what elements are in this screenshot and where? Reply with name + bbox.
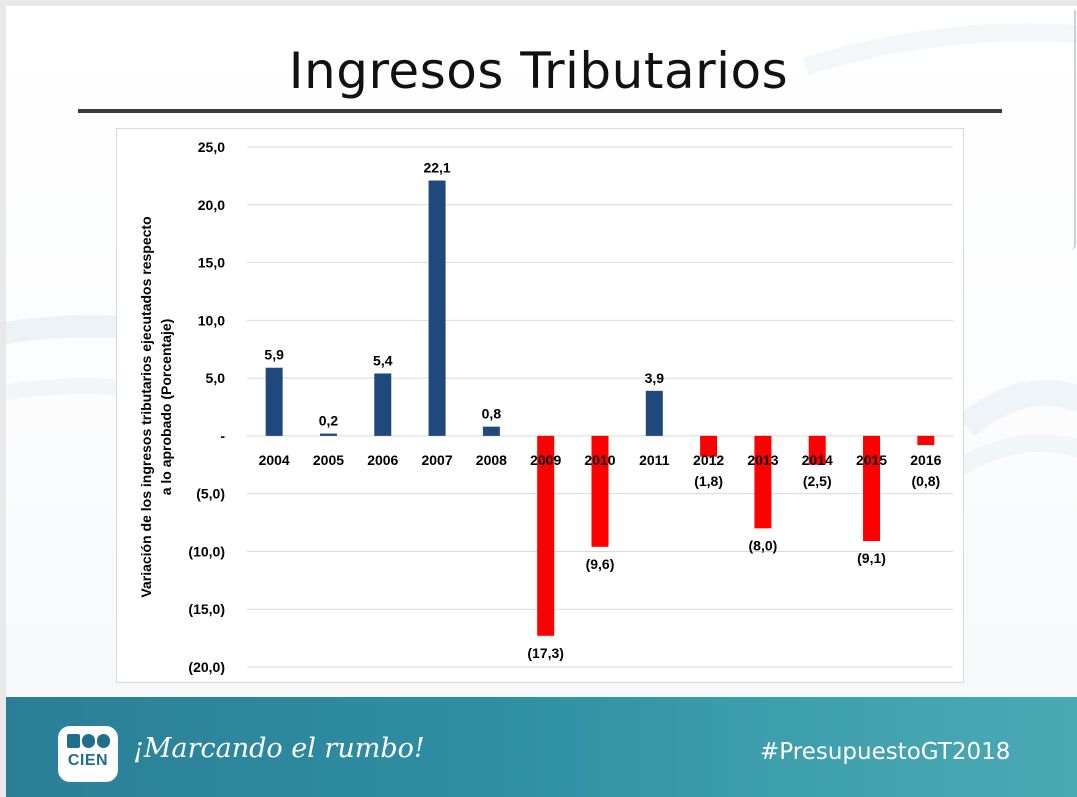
x-category-label: 2005 <box>313 452 344 468</box>
data-label: 5,9 <box>264 347 284 363</box>
x-category-label: 2008 <box>476 452 507 468</box>
y-tick-label: 20,0 <box>198 197 225 213</box>
x-category-label: 2006 <box>367 452 398 468</box>
bar-2009 <box>537 435 555 636</box>
bar-2014 <box>808 435 826 465</box>
footer-banner: CIEN ¡Marcando el rumbo! #PresupuestoGT2… <box>6 697 1077 797</box>
cien-logo: CIEN <box>58 726 118 782</box>
x-category-label: 2014 <box>802 452 833 468</box>
data-label: (9,1) <box>857 550 886 566</box>
data-label: 3,9 <box>645 370 665 386</box>
bar-2008 <box>482 426 500 436</box>
bar-2004 <box>265 367 283 436</box>
y-tick-label: (20,0) <box>188 659 225 675</box>
bar-2012 <box>700 435 718 457</box>
data-label: 22,1 <box>423 160 450 176</box>
title-rule <box>78 109 1002 113</box>
bar-2005 <box>319 433 337 436</box>
data-label: 0,8 <box>482 406 502 422</box>
slogan: ¡Marcando el rumbo! <box>133 733 425 764</box>
data-label: (2,5) <box>803 473 832 489</box>
bar-2010 <box>591 435 609 547</box>
logo-block-3 <box>97 734 110 748</box>
x-category-label: 2015 <box>856 452 887 468</box>
x-category-label: 2016 <box>910 452 941 468</box>
hashtag: #PresupuestoGT2018 <box>760 739 1011 765</box>
data-label: (8,0) <box>749 537 778 553</box>
data-label: (1,8) <box>694 473 723 489</box>
x-category-label: 2007 <box>421 452 452 468</box>
bar-2015 <box>863 435 881 542</box>
y-tick-label: (15,0) <box>188 601 225 617</box>
x-category-label: 2013 <box>747 452 778 468</box>
x-category-label: 2009 <box>530 452 561 468</box>
bar-2007 <box>428 180 446 436</box>
data-label: (9,6) <box>586 556 615 572</box>
x-category-label: 2010 <box>584 452 615 468</box>
bar-chart: 25,0 20,0 15,0 10,0 5,0 - (5,0) (10,0) (15,0) (20… <box>138 139 953 675</box>
bar-2013 <box>754 435 772 529</box>
y-axis-title-line: Variación de los ingresos tributarios ej… <box>138 216 154 597</box>
data-label: 0,2 <box>319 413 339 429</box>
data-label: (17,3) <box>527 645 564 661</box>
data-label: 5,4 <box>373 352 393 368</box>
y-tick-label: (10,0) <box>188 543 225 559</box>
logo-block-1 <box>67 734 80 748</box>
y-tick-label: (5,0) <box>196 486 225 502</box>
page-edge <box>1066 10 1076 250</box>
y-axis-title-line: a lo aprobado (Porcentaje) <box>158 319 174 496</box>
y-tick-label: 25,0 <box>198 139 225 155</box>
y-axis-title: Variación de los ingresos tributarios ej… <box>138 216 174 597</box>
chart-panel: 25,0 20,0 15,0 10,0 5,0 - (5,0) (10,0) (15,0) (20… <box>116 128 964 683</box>
y-tick-label: 15,0 <box>198 255 225 271</box>
y-tick-label: - <box>220 428 225 444</box>
bar-2006 <box>374 373 392 436</box>
logo-text: CIEN <box>67 752 109 769</box>
logo-block-2 <box>82 734 95 748</box>
x-category-label: 2004 <box>259 452 290 468</box>
slide-title: Ingresos Tributarios <box>288 42 789 100</box>
x-category-label: 2012 <box>693 452 724 468</box>
bar-2011 <box>645 390 663 436</box>
y-tick-label: 10,0 <box>198 312 225 328</box>
x-category-label: 2011 <box>639 452 670 468</box>
bar-2016 <box>917 435 935 446</box>
y-tick-label: 5,0 <box>206 370 226 386</box>
data-label: (0,8) <box>911 473 940 489</box>
